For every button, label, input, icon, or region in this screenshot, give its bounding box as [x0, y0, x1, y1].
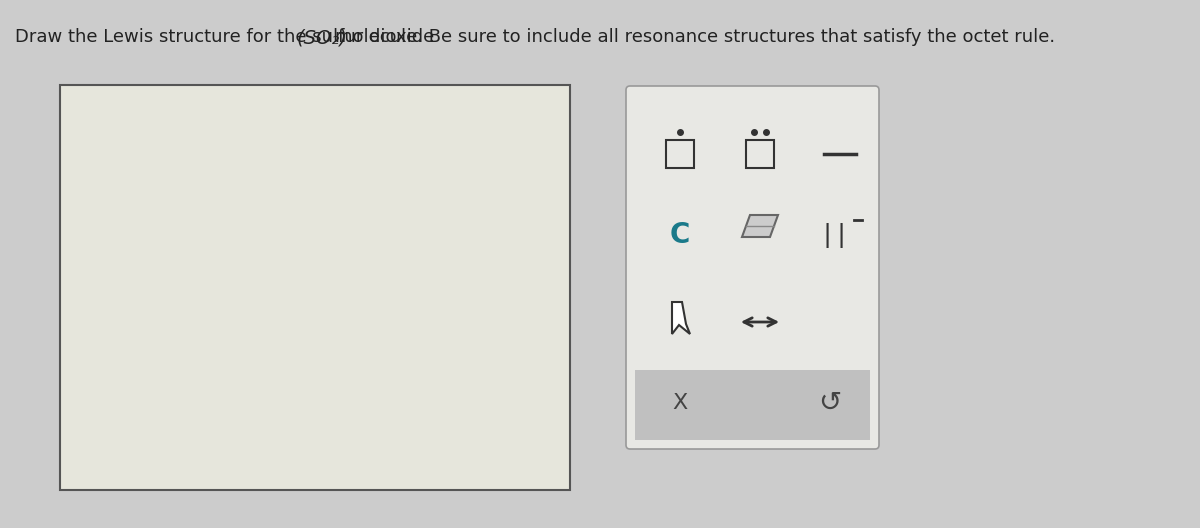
Bar [666, 140, 694, 168]
FancyBboxPatch shape [626, 86, 878, 449]
Text: Draw the Lewis structure for the sulfur dioxide: Draw the Lewis structure for the sulfur … [14, 28, 434, 46]
Polygon shape [742, 215, 778, 237]
Text: ↺: ↺ [818, 389, 841, 417]
Text: (SO₂): (SO₂) [298, 28, 348, 47]
Text: X: X [672, 393, 688, 413]
Text: ||: || [820, 222, 850, 248]
Bar [60, 85, 570, 490]
Bar [746, 140, 774, 168]
Polygon shape [672, 302, 690, 334]
Text: molecule. Be sure to include all resonance structures that satisfy the octet rul: molecule. Be sure to include all resonan… [335, 28, 1055, 46]
Bar [635, 370, 870, 440]
Text: C: C [670, 221, 690, 249]
